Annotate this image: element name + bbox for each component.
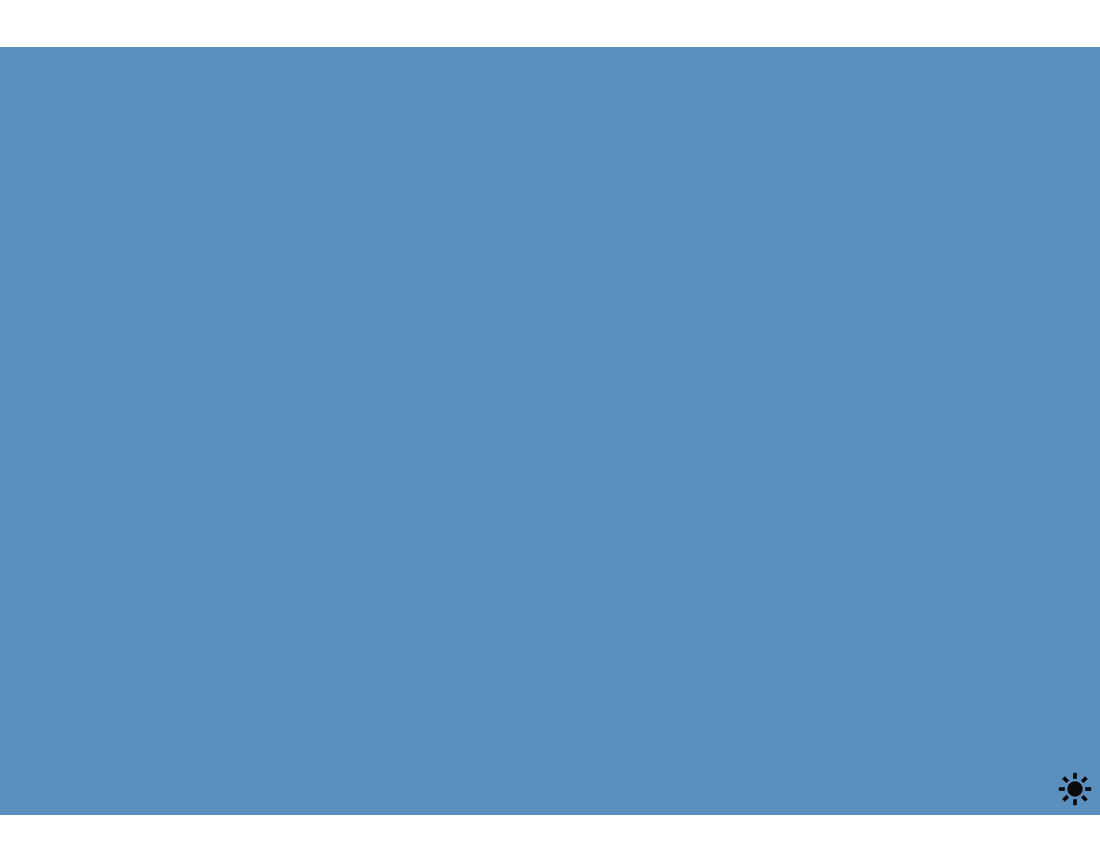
colorbar-tick-labels	[0, 815, 1100, 834]
chart-header	[0, 0, 1100, 47]
brand-watermark	[1058, 759, 1092, 806]
temperature-raster	[0, 47, 1100, 815]
point-value-overlay	[0, 47, 1100, 815]
weather-map[interactable]	[0, 47, 1100, 815]
sun-icon	[1058, 763, 1092, 806]
colorbar-gradient	[14, 834, 1086, 848]
colorbar	[0, 815, 1100, 850]
